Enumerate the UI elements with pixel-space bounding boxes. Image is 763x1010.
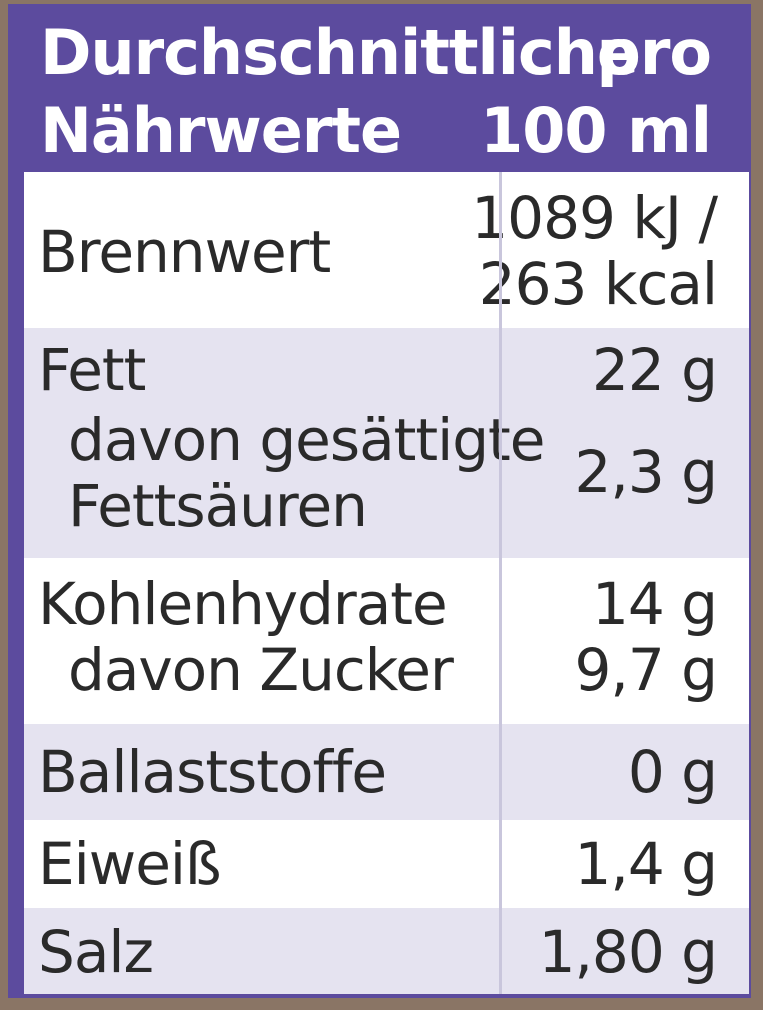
label-gesaettigte-line1: davon gesättigte — [68, 406, 545, 474]
header-unit-line2: 100 ml — [480, 94, 712, 167]
header-label-line2: Nährwerte — [40, 94, 402, 167]
header-label: Durchschnittliche Nährwerte — [40, 14, 639, 170]
value-ballaststoffe: 0 g — [627, 738, 718, 806]
header-unit-line1: pro — [596, 16, 712, 89]
label-brennwert: Brennwert — [38, 218, 331, 286]
value-kohlenhydrate: 14 g — [591, 570, 718, 638]
table-header: Durchschnittliche Nährwerte pro 100 ml — [8, 4, 751, 172]
row-eiweiss: Eiweiß 1,4 g — [24, 820, 749, 908]
header-unit: pro 100 ml — [480, 14, 712, 170]
value-brennwert-kj: 1089 kJ / — [471, 184, 718, 252]
value-eiweiss: 1,4 g — [574, 830, 718, 898]
value-brennwert-kcal: 263 kcal — [478, 250, 718, 318]
label-ballaststoffe: Ballaststoffe — [38, 738, 387, 806]
nutrition-table: Durchschnittliche Nährwerte pro 100 ml B… — [8, 4, 751, 998]
value-gesaettigte: 2,3 g — [574, 438, 718, 506]
row-brennwert: Brennwert 1089 kJ / 263 kcal — [24, 172, 749, 328]
table-body: Brennwert 1089 kJ / 263 kcal Fett 22 g d… — [24, 172, 749, 994]
value-fett: 22 g — [591, 336, 718, 404]
label-kohlenhydrate: Kohlenhydrate — [38, 570, 448, 638]
row-ballaststoffe: Ballaststoffe 0 g — [24, 724, 749, 820]
row-kohlenhydrate-block: Kohlenhydrate 14 g davon Zucker 9,7 g — [24, 558, 749, 724]
value-salz: 1,80 g — [538, 918, 718, 986]
header-label-line1: Durchschnittliche — [40, 16, 639, 89]
label-fett: Fett — [38, 336, 146, 404]
row-fett-block: Fett 22 g davon gesättigte Fettsäuren 2,… — [24, 328, 749, 558]
label-gesaettigte-line2: Fettsäuren — [68, 472, 368, 540]
label-salz: Salz — [38, 918, 154, 986]
column-divider — [499, 172, 502, 994]
label-eiweiss: Eiweiß — [38, 830, 222, 898]
row-salz: Salz 1,80 g — [24, 908, 749, 994]
value-zucker: 9,7 g — [574, 636, 718, 704]
label-zucker: davon Zucker — [68, 636, 454, 704]
